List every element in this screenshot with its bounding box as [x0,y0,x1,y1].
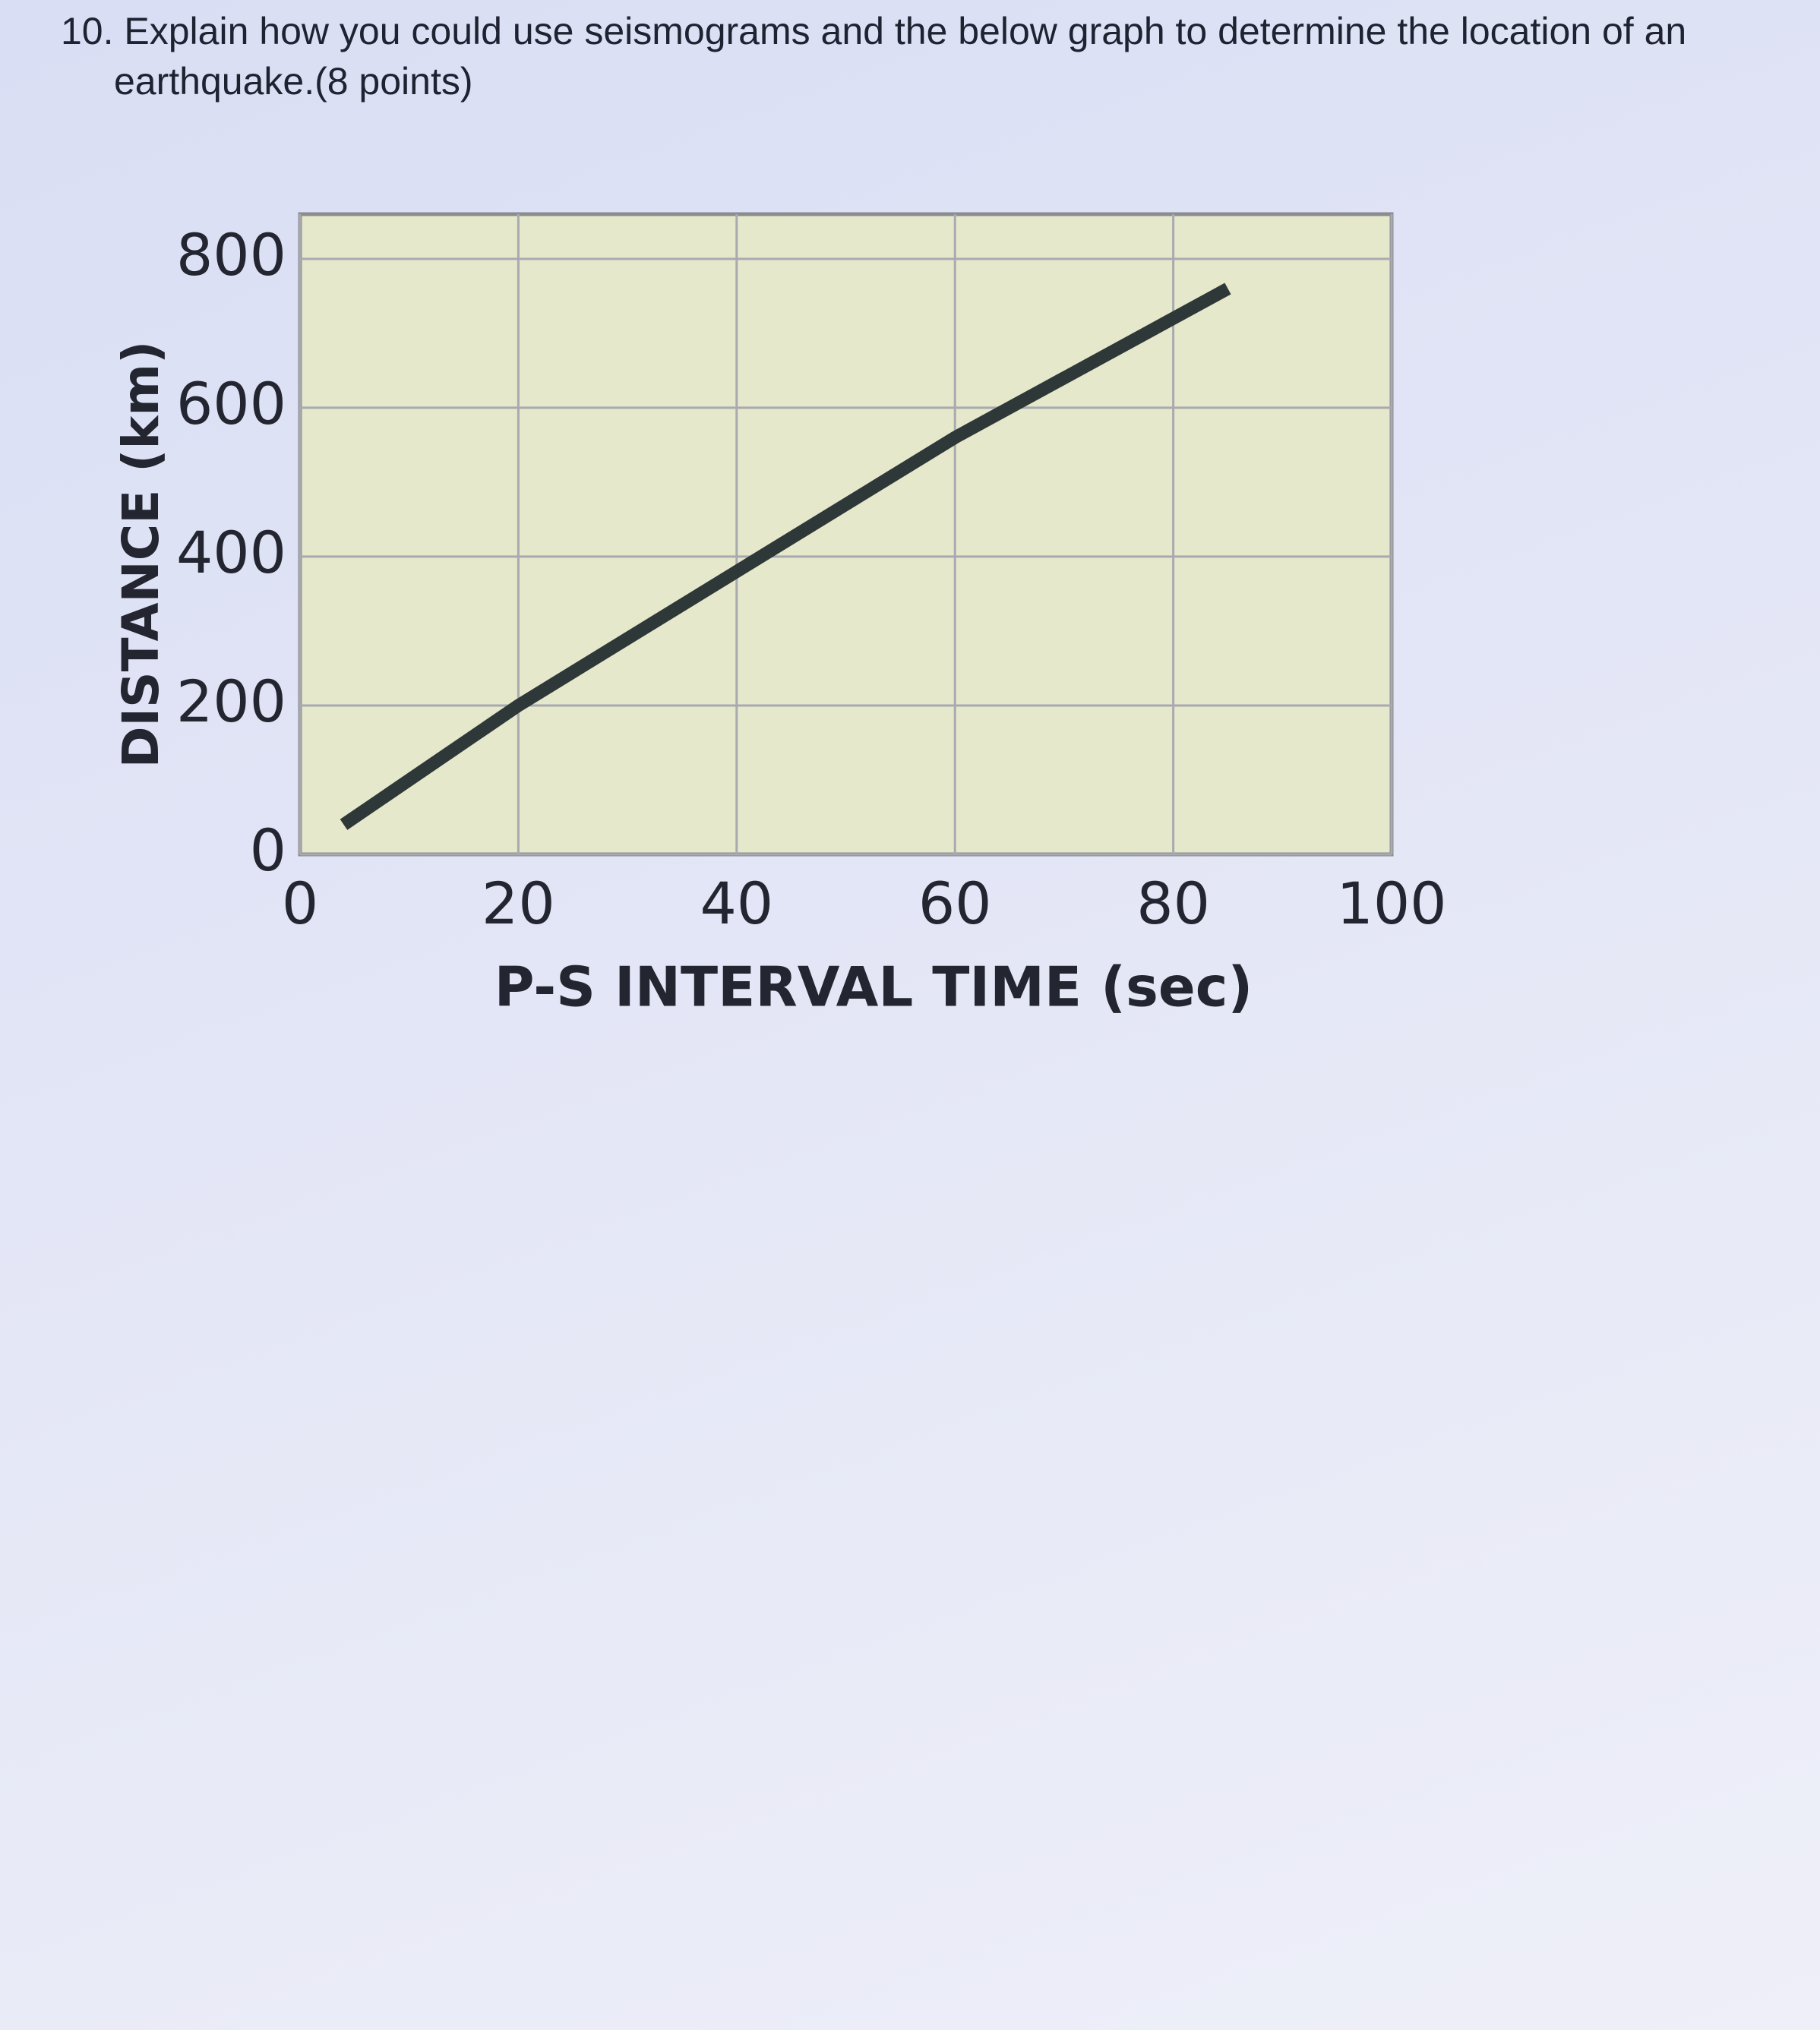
y-tick-label: 600 [176,370,286,437]
x-axis-label: P-S INTERVAL TIME (sec) [494,955,1253,1019]
y-tick-label: 0 [250,816,286,884]
data-line [340,283,1231,830]
x-tick-label: 100 [1336,870,1446,937]
x-tick-label: 60 [918,870,992,937]
plot-area [298,212,1394,857]
x-tick-label: 40 [700,870,773,937]
y-tick-label: 800 [176,221,286,289]
x-tick-label: 0 [282,870,318,937]
y-tick-label: 400 [176,519,286,586]
question-text: 10. Explain how you could use seismogram… [61,10,1687,103]
x-tick-label: 80 [1136,870,1210,937]
y-axis-label: DISTANCE (km) [112,341,170,769]
x-tick-label: 20 [482,870,555,937]
y-tick-label: 200 [176,668,286,735]
question: 10. Explain how you could use seismogram… [61,6,1762,106]
